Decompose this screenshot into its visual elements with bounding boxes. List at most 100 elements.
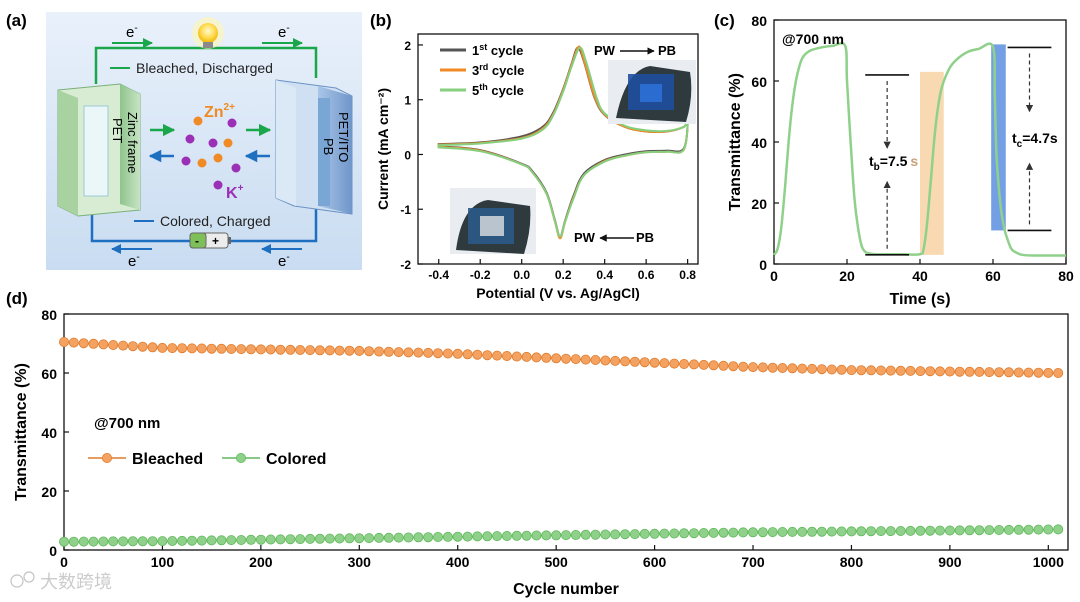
data-point-bleached [177, 343, 188, 354]
data-point-bleached [551, 353, 562, 364]
data-point-colored [137, 536, 148, 547]
data-point-colored [206, 535, 217, 546]
legend-entry: 3rd cycle [472, 62, 524, 78]
data-point-bleached [738, 361, 749, 372]
data-point-colored [108, 536, 119, 547]
data-point-colored [383, 532, 394, 543]
data-point-bleached [383, 346, 394, 357]
data-point-colored [78, 536, 89, 547]
data-point-bleached [216, 343, 227, 354]
data-point-bleached [324, 345, 335, 356]
data-point-bleached [935, 366, 946, 377]
data-point-colored [580, 529, 591, 540]
data-point-bleached [915, 366, 926, 377]
transmittance-curve [772, 42, 1067, 257]
data-point-bleached [659, 358, 670, 369]
zinc-frame-label: Zinc frame [125, 112, 140, 173]
data-point-bleached [1033, 367, 1044, 378]
data-point-colored [777, 527, 788, 538]
data-point-colored [649, 528, 660, 539]
data-point-colored [413, 532, 424, 543]
y-tick-label: 60 [751, 74, 767, 90]
x-tick-label: 0.6 [638, 268, 655, 282]
x-tick-label: 0 [770, 268, 778, 284]
data-point-colored [698, 528, 709, 539]
legend-entry: 1st cycle [472, 42, 523, 58]
k-ion-label: K+ [226, 183, 244, 202]
data-point-colored [964, 525, 975, 536]
data-point-bleached [344, 345, 355, 356]
data-point-colored [797, 526, 808, 537]
data-point-bleached [580, 354, 591, 365]
data-point-colored [689, 528, 700, 539]
data-point-colored [482, 531, 493, 542]
data-point-bleached [186, 343, 197, 354]
data-point-bleached [462, 349, 473, 360]
data-point-bleached [285, 344, 296, 355]
zn-ion-label: Zn2+ [204, 102, 235, 121]
colored-label: Colored, Charged [160, 213, 271, 229]
data-point-bleached [403, 347, 414, 358]
data-point-bleached [905, 365, 916, 376]
x-tick-label: 20 [839, 268, 855, 284]
data-point-bleached [561, 353, 572, 364]
data-point-bleached [255, 344, 266, 355]
data-point-bleached [364, 346, 375, 357]
data-point-bleached [88, 338, 99, 349]
data-point-colored [472, 531, 483, 542]
data-point-colored [669, 528, 680, 539]
x-axis-label: Time (s) [889, 291, 950, 308]
data-point-bleached [226, 343, 237, 354]
data-point-bleached [590, 354, 601, 365]
data-point-bleached [501, 350, 512, 361]
data-point-colored [757, 527, 768, 538]
x-tick-label: 0.8 [679, 268, 696, 282]
data-point-bleached [334, 345, 345, 356]
data-point-bleached [856, 365, 867, 376]
data-point-colored [1013, 524, 1024, 535]
data-point-bleached [728, 361, 739, 372]
data-point-bleached [649, 357, 660, 368]
watermark-text: 大数跨境 [40, 572, 112, 592]
data-point-bleached [373, 346, 384, 357]
data-point-bleached [639, 357, 650, 368]
data-point-bleached [511, 351, 522, 362]
panel-b: (b) -0.4 -0.2 0.0 0.2 0.4 0.6 0.8 -2 -1 0 1 2 Potent… [370, 11, 699, 301]
data-point-bleached [925, 366, 936, 377]
bleached-label: Bleached, Discharged [136, 60, 273, 76]
data-point-bleached [708, 360, 719, 371]
data-point-colored [994, 525, 1005, 536]
y-tick-label: 0 [49, 543, 57, 559]
data-point-bleached [472, 349, 483, 360]
data-point-bleached [748, 362, 759, 373]
y-axis-label: Current (mA cm⁻²) [375, 88, 391, 210]
data-point-bleached [147, 342, 158, 353]
data-point-colored [462, 531, 473, 542]
data-point-bleached [314, 345, 325, 356]
data-point-bleached [620, 356, 631, 367]
top-electron-right: e- [278, 23, 290, 41]
cycle-stability-chart: 0 100 200 300 400 500 600 700 800 900 1000 0 20 40 60 8… [13, 307, 1069, 598]
data-point-bleached [167, 343, 178, 354]
ion-particles [181, 116, 241, 190]
data-point-colored [836, 526, 847, 537]
data-point-colored [639, 528, 650, 539]
data-point-bleached [245, 344, 256, 355]
transmittance-time-chart: 0 20 40 60 80 0 20 40 60 80 Time (s) Transmittance … [727, 13, 1074, 308]
data-point-bleached [127, 341, 138, 352]
tb-annotation: tb=7.5 s [869, 153, 918, 173]
data-point-colored [354, 533, 365, 544]
plot-frame [417, 33, 699, 265]
x-tick-label: 0 [60, 554, 68, 570]
data-point-bleached [265, 344, 276, 355]
data-point-bleached [679, 358, 690, 369]
pb-to-pw-annotation-start: PB [636, 230, 654, 245]
pb-to-pw-annotation: PW [574, 230, 596, 245]
data-point-colored [1033, 524, 1044, 535]
data-point-bleached [59, 336, 70, 347]
data-point-colored [265, 534, 276, 545]
data-point-colored [147, 536, 158, 547]
y-tick-label: 80 [751, 13, 767, 29]
data-point-bleached [196, 343, 207, 354]
data-point-colored [620, 529, 631, 540]
